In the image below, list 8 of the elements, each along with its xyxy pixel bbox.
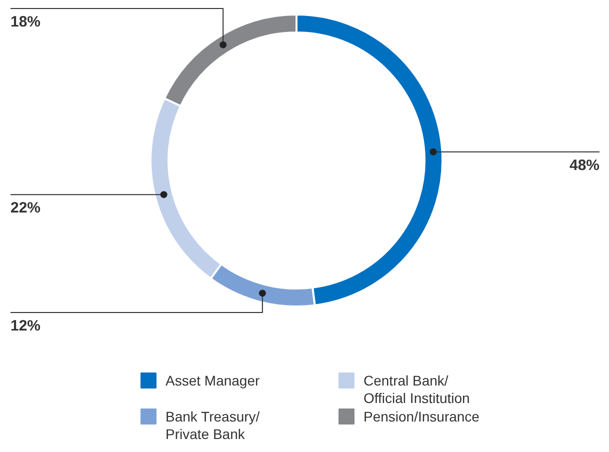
legend-label: Asset Manager bbox=[166, 372, 260, 388]
data-label: 48% bbox=[569, 156, 600, 174]
data-label: 18% bbox=[10, 14, 41, 30]
data-label: 12% bbox=[10, 318, 41, 334]
legend-label: Bank Treasury/ Private Bank bbox=[166, 408, 260, 442]
legend-label: Pension/Insurance bbox=[364, 408, 480, 424]
legend-label: Central Bank/ Official Institution bbox=[364, 372, 470, 406]
data-label: 22% bbox=[10, 200, 41, 217]
